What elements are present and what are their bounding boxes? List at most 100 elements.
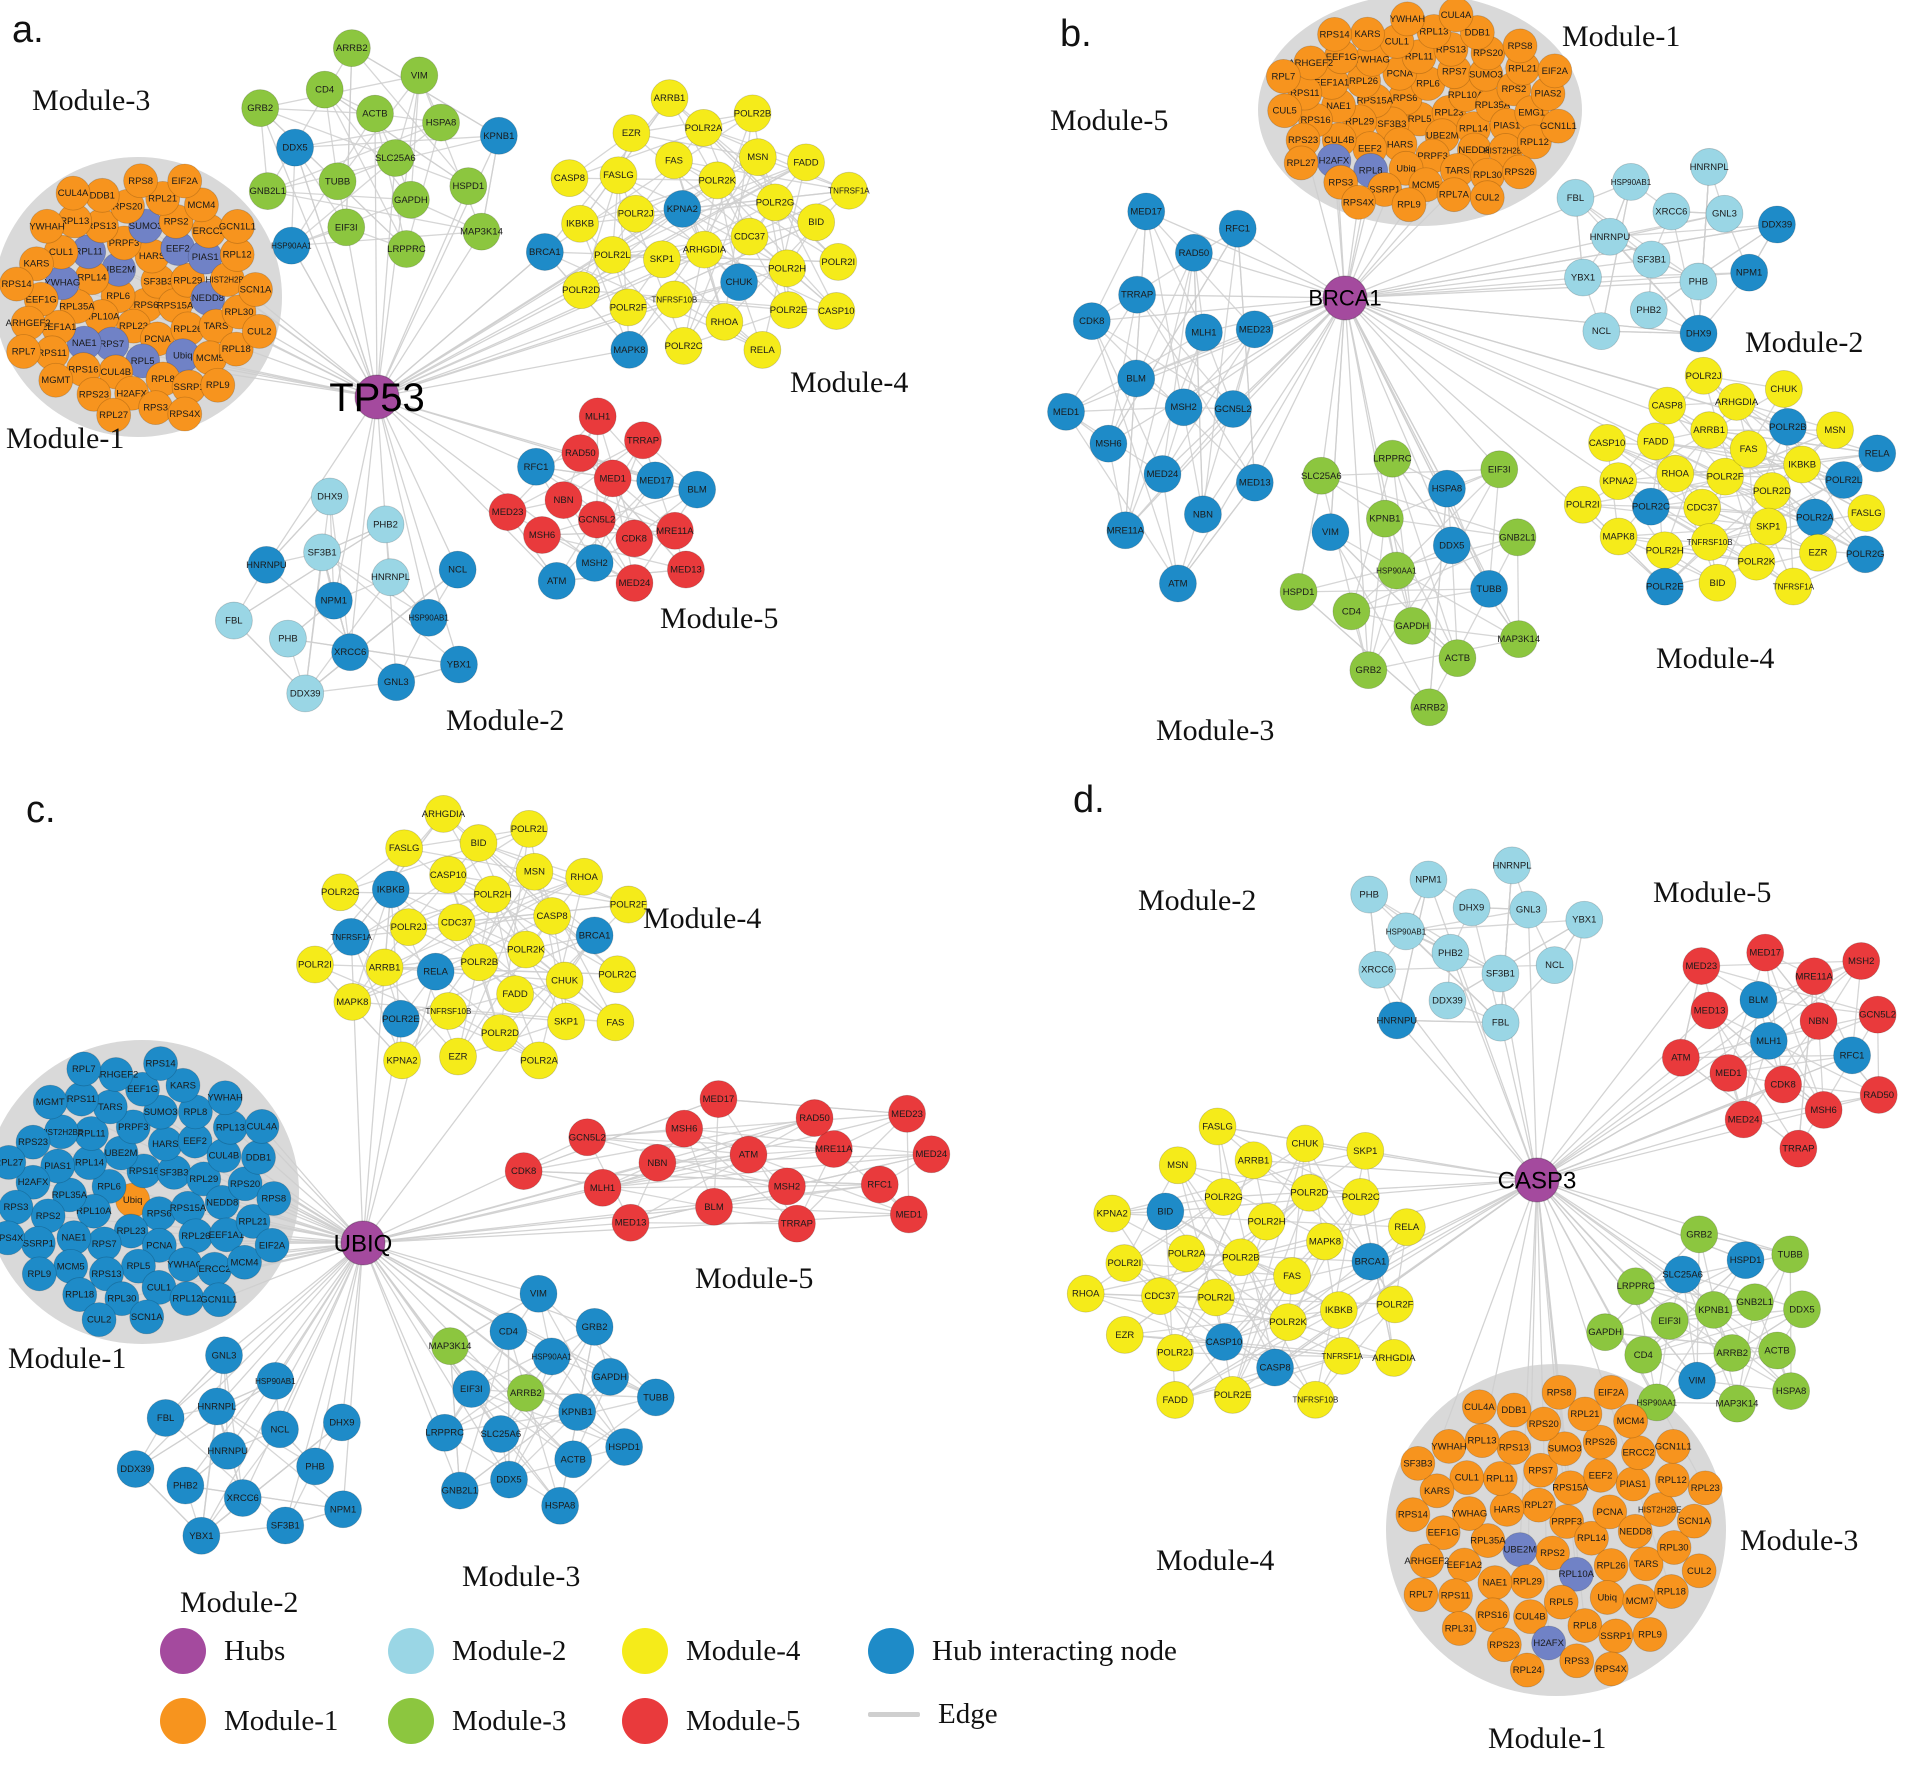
node-EIF3I: EIF3I (1650, 1302, 1689, 1340)
edge (350, 936, 459, 1057)
node-circle (1593, 1548, 1629, 1583)
edge (1428, 488, 1448, 708)
node-circle (1589, 1580, 1625, 1615)
node-circle (1486, 1627, 1522, 1663)
node-circle (1772, 1372, 1810, 1410)
node-circle (1425, 1515, 1461, 1551)
node-MED13: MED13 (1235, 463, 1274, 502)
node-SKP1: SKP1 (547, 1002, 585, 1041)
node-RPL23: RPL23 (1687, 1470, 1723, 1506)
node-circle (665, 1109, 704, 1148)
node-circle (197, 1251, 232, 1287)
node-YWHAH: YWHAH (1431, 1428, 1467, 1464)
node-circle (1816, 411, 1854, 450)
node-circle (1679, 262, 1718, 301)
node-CD4: CD4 (489, 1312, 528, 1351)
hub-edge (362, 889, 392, 1244)
node-circle (143, 1094, 179, 1130)
node-circle (1481, 1003, 1520, 1042)
node-SCN1A: SCN1A (1676, 1503, 1712, 1539)
node-circle (1768, 407, 1807, 446)
edge (1329, 531, 1430, 708)
node-GCN5L2: GCN5L2 (1214, 390, 1252, 428)
node-circle (1403, 1577, 1439, 1613)
node-circle (1535, 946, 1574, 985)
hub-edge (1232, 297, 1346, 410)
node-circle (1283, 145, 1319, 181)
edge (523, 1170, 880, 1186)
node-circle (506, 1374, 545, 1412)
hub-label: CASP3 (1498, 1167, 1577, 1194)
node-circle (561, 204, 599, 243)
node-circle (1317, 16, 1352, 52)
node-CDC37: CDC37 (1683, 488, 1722, 527)
hub-edge (376, 249, 705, 398)
node-TNFRSF1A: TNFRSF1A (1322, 1336, 1364, 1375)
node-CASP10: CASP10 (429, 855, 467, 894)
node-POLR2G: POLR2G (1846, 535, 1885, 574)
hub-edge (1344, 213, 1725, 299)
node-XRCC6: XRCC6 (223, 1479, 262, 1517)
hub-edge (376, 396, 430, 618)
node-CASP10: CASP10 (1588, 424, 1626, 462)
node-POLR2B: POLR2B (460, 943, 499, 982)
node-RAD50: RAD50 (1859, 1076, 1898, 1114)
node-circle (314, 581, 353, 620)
node-circle (1629, 291, 1668, 330)
node-circle (1482, 1461, 1518, 1496)
node-RPL11: RPL11 (1482, 1461, 1518, 1496)
hub-edge (362, 1242, 509, 1332)
node-circle (756, 183, 794, 222)
node-POLR2I: POLR2I (296, 945, 334, 984)
node-circle (1234, 1141, 1273, 1180)
node-circle (1072, 302, 1111, 341)
node-FAS: FAS (596, 1003, 635, 1042)
node-circle (1428, 469, 1466, 508)
edge (657, 1153, 932, 1164)
node-circle (437, 903, 476, 942)
node-circle (1496, 1430, 1532, 1465)
node-circle (205, 1336, 243, 1375)
node-ARHGDIA: ARHGDIA (1372, 1338, 1416, 1377)
node-circle (1198, 1107, 1237, 1146)
edge (631, 132, 758, 158)
node-HSPA8: HSPA8 (422, 103, 460, 142)
hub-edge (1536, 999, 1759, 1181)
node-circle (214, 601, 253, 640)
node-circle (655, 280, 694, 319)
hub-node-BRCA1: BRCA1 (1308, 275, 1382, 321)
node-EIF3I: EIF3I (327, 208, 366, 247)
node-RPL9: RPL9 (1391, 187, 1427, 223)
edge (1298, 591, 1430, 708)
edge (1764, 952, 1784, 1085)
node-circle (558, 1393, 597, 1431)
hub-edge (374, 113, 378, 398)
node-RPS14: RPS14 (1395, 1497, 1431, 1533)
node-circle (1645, 567, 1684, 606)
node-CDK8: CDK8 (504, 1152, 543, 1190)
edge (1329, 531, 1458, 659)
node-circle (1158, 1146, 1197, 1185)
edge (1321, 475, 1518, 538)
node-XRCC6: XRCC6 (1652, 192, 1691, 231)
hub-edge (376, 396, 537, 468)
node-MED24: MED24 (1143, 455, 1182, 493)
node-MSN: MSN (515, 852, 554, 891)
node-HSP90AB1: HSP90AB1 (255, 1361, 296, 1400)
edge (1600, 181, 1632, 332)
edge (683, 1128, 798, 1225)
node-MRE11A: MRE11A (1106, 511, 1145, 550)
node-RPL7: RPL7 (1403, 1577, 1439, 1613)
node-RPS11: RPS11 (64, 1081, 99, 1117)
edge (1500, 865, 1513, 1023)
node-circle (1583, 1457, 1618, 1493)
node-circle (655, 511, 694, 550)
node-POLR2K: POLR2K (698, 161, 737, 200)
node-HSPA8: HSPA8 (541, 1486, 580, 1525)
node-circle (1481, 954, 1520, 993)
node-circle (819, 243, 858, 281)
node-SLC25A6: SLC25A6 (1662, 1255, 1703, 1294)
node-EIF2A: EIF2A (1537, 53, 1573, 89)
node-circle (1141, 1277, 1179, 1316)
node-circle (1256, 1348, 1294, 1387)
